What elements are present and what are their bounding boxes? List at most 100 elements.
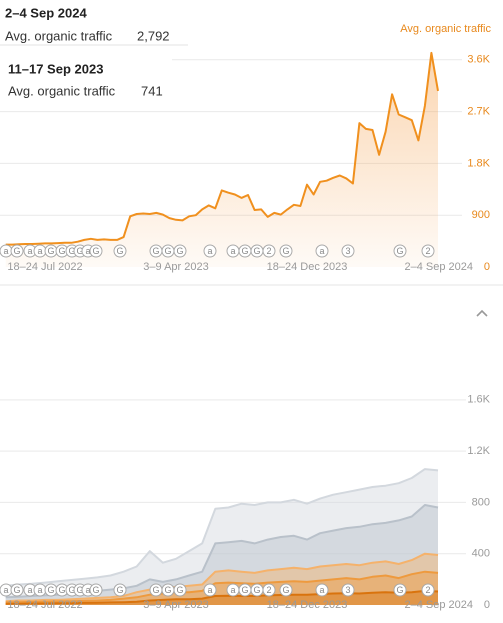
x-tick-label: 3–9 Apr 2023 [143,261,208,273]
annotation-label: a [207,246,212,256]
annotation-label: G [176,585,183,595]
annotation-marker [421,244,435,258]
annotation-label: G [68,585,75,595]
line [5,552,439,603]
annotation-label: G [92,585,99,595]
annotation-label: a [3,585,8,595]
annotation-marker [279,583,293,597]
y-tick-label: 1.2K [467,445,490,457]
annotation-marker [113,583,127,597]
annotation-label: G [13,585,20,595]
annotation-label: a [27,246,32,256]
annotation-marker [10,583,24,597]
annotation-label: G [116,585,123,595]
annotation-label: G [58,585,65,595]
annotation-label: G [241,246,248,256]
annotation-label: G [47,585,54,595]
annotation-marker [203,244,217,258]
line [5,468,439,587]
annotation-marker [393,244,407,258]
tooltip-metric: Avg. organic traffic [5,28,113,43]
line [5,589,439,605]
annotation-label: a [85,585,90,595]
y-tick-label: 800 [472,496,490,508]
annotation-label: G [176,246,183,256]
area-fill [5,52,438,268]
annotation-marker [393,583,407,597]
x-tick-label: 18–24 Dec 2023 [267,261,348,273]
annotation-label: a [230,246,235,256]
tooltip-date: 11–17 Sep 2023 [8,61,103,76]
x-tick-label: 2–4 Sep 2024 [404,599,473,611]
annotation-marker [341,244,355,258]
annotation-marker [279,244,293,258]
annotation-label: a [3,246,8,256]
area-fill [5,469,438,605]
annotation-label: 2 [266,585,271,595]
annotation-label: G [241,585,248,595]
x-tick-label: 2–4 Sep 2024 [404,261,473,273]
tooltip-value: 2,792 [137,28,170,43]
annotation-marker [173,583,187,597]
annotation-label: a [37,585,42,595]
annotation-label: 2 [425,585,430,595]
annotation-label: a [319,246,324,256]
annotation-label: G [47,246,54,256]
line [5,570,439,604]
annotation-label: a [207,585,212,595]
annotation-label: G [68,246,75,256]
annotation-label: G [282,585,289,595]
y-axis-title: Avg. organic traffic [400,23,491,35]
annotation-label: G [58,246,65,256]
y-tick-label: 1.6K [467,394,490,406]
annotation-marker [262,583,276,597]
annotation-marker [315,583,329,597]
annotation-label: G [116,246,123,256]
tooltip-box [0,56,172,104]
collapse-toggle[interactable] [476,309,488,317]
y-tick-label: 400 [472,548,490,560]
annotation-label: G [253,246,260,256]
annotation-marker [341,583,355,597]
tooltip-metric: Avg. organic traffic [8,83,116,98]
tooltip-box [0,0,188,46]
y-tick-label: 3.6K [467,54,490,66]
annotation-label: a [27,585,32,595]
y-tick-label: 0 [484,599,490,611]
annotation-marker [10,244,24,258]
annotation-marker [89,583,103,597]
x-tick-label: 18–24 Dec 2023 [267,599,348,611]
x-tick-label: 18–24 Jul 2022 [7,261,82,273]
annotation-label: G [164,585,171,595]
annotation-marker [173,244,187,258]
annotation-label: G [282,246,289,256]
annotation-label: 3 [345,585,350,595]
annotation-label: G [92,246,99,256]
annotation-marker [262,244,276,258]
annotation-label: 2 [425,246,430,256]
annotation-label: a [319,585,324,595]
tooltip-date: 2–4 Sep 2024 [5,5,87,20]
annotation-label: a [230,585,235,595]
annotation-marker [203,583,217,597]
x-tick-label: 3–9 Apr 2023 [143,599,208,611]
annotation-label: G [152,246,159,256]
y-tick-label: 1.8K [467,157,490,169]
annotation-label: G [76,246,83,256]
annotation-marker [89,244,103,258]
tooltip-value: 741 [141,83,163,98]
annotation-label: G [152,585,159,595]
annotation-label: a [37,246,42,256]
y-tick-label: 2.7K [467,105,490,117]
x-tick-label: 18–24 Jul 2022 [7,599,82,611]
annotation-label: a [85,246,90,256]
annotation-label: G [253,585,260,595]
annotation-label: G [13,246,20,256]
annotation-label: 2 [266,246,271,256]
tooltip: 2–4 Sep 2024 Avg. organic traffic 2,792 … [0,0,188,104]
annotation-label: G [76,585,83,595]
annotation-marker [315,244,329,258]
